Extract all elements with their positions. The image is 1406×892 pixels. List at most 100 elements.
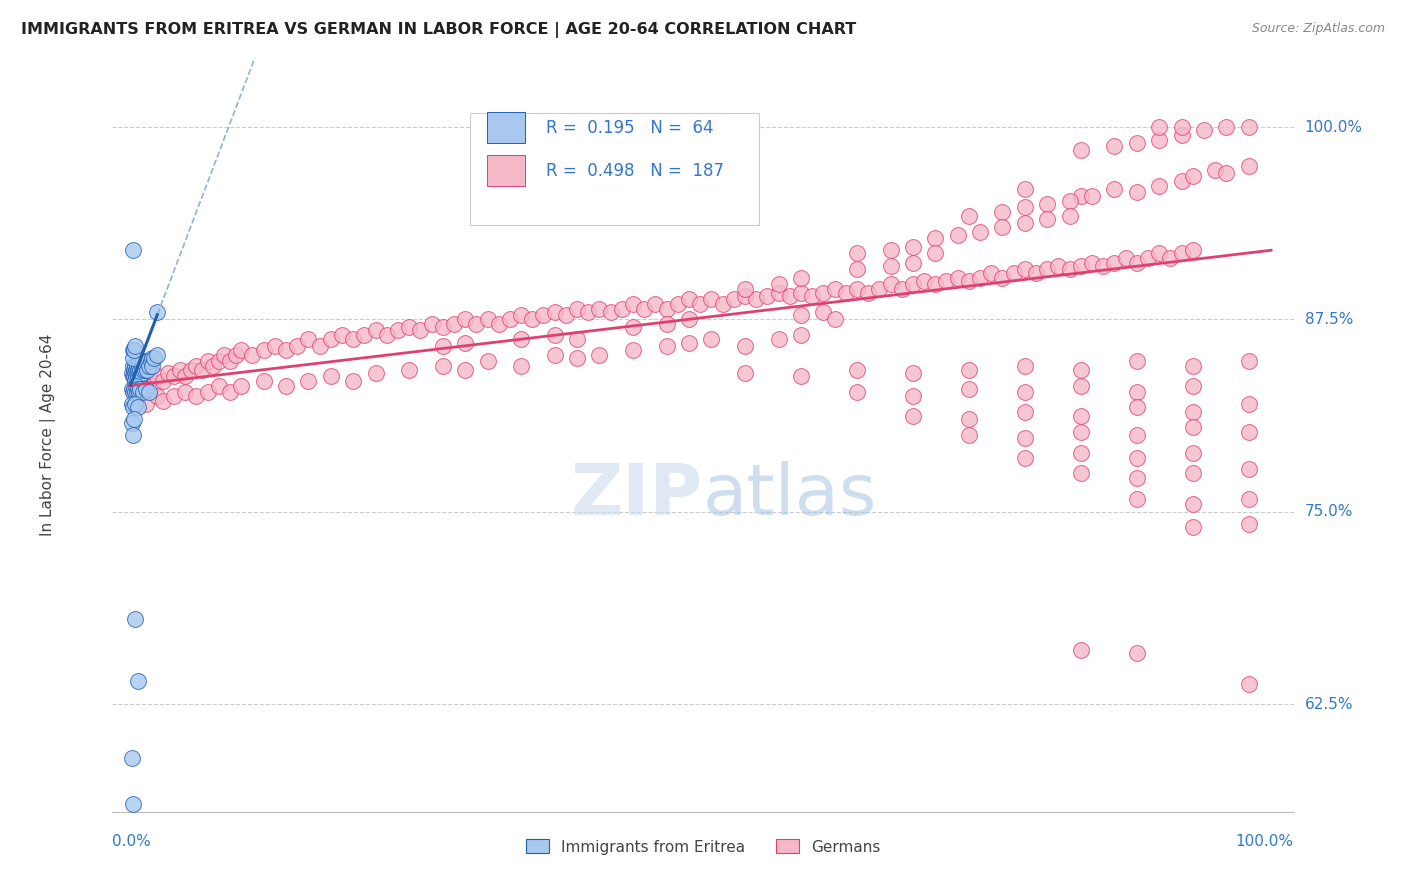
Point — [127, 400, 149, 414]
Point — [121, 384, 143, 399]
Point — [621, 297, 644, 311]
Point — [163, 369, 186, 384]
Point — [845, 363, 868, 377]
Point — [398, 363, 420, 377]
Point — [297, 333, 319, 347]
Point — [1104, 255, 1126, 269]
Point — [409, 323, 432, 337]
Text: 0.0%: 0.0% — [112, 834, 152, 849]
Point — [756, 289, 779, 303]
Point — [1059, 194, 1081, 208]
Point — [263, 338, 285, 352]
Point — [845, 261, 868, 276]
Point — [252, 374, 274, 388]
Point — [124, 374, 146, 388]
Point — [790, 286, 813, 301]
Point — [554, 308, 576, 322]
Point — [957, 274, 980, 288]
Point — [330, 327, 353, 342]
Text: 62.5%: 62.5% — [1305, 697, 1353, 712]
Point — [121, 351, 143, 365]
Point — [127, 673, 149, 688]
Point — [122, 343, 145, 358]
Point — [121, 397, 143, 411]
Point — [1181, 420, 1204, 434]
Point — [138, 384, 160, 399]
Point — [1170, 120, 1192, 135]
Text: R =  0.195   N =  64: R = 0.195 N = 64 — [546, 119, 713, 137]
Point — [124, 378, 146, 392]
Point — [1170, 128, 1192, 142]
Point — [135, 382, 157, 396]
Point — [121, 369, 143, 384]
Point — [1237, 492, 1260, 507]
Point — [1081, 189, 1104, 203]
Point — [901, 389, 924, 403]
Point — [477, 354, 499, 368]
Point — [122, 412, 145, 426]
Point — [734, 338, 756, 352]
Point — [135, 354, 157, 368]
Point — [1126, 646, 1149, 660]
Point — [969, 225, 991, 239]
Point — [180, 363, 202, 377]
Point — [544, 305, 567, 319]
Point — [128, 359, 150, 373]
Point — [912, 274, 935, 288]
Point — [655, 301, 678, 316]
Point — [1081, 255, 1104, 269]
Point — [454, 312, 477, 326]
Point — [1070, 363, 1092, 377]
Point — [219, 384, 242, 399]
Point — [1181, 359, 1204, 373]
Point — [1126, 354, 1149, 368]
Point — [1181, 520, 1204, 534]
Point — [946, 271, 969, 285]
Point — [790, 369, 813, 384]
Point — [138, 359, 160, 373]
Point — [991, 204, 1014, 219]
Point — [1126, 450, 1149, 465]
Point — [1181, 244, 1204, 258]
Point — [122, 369, 145, 384]
Point — [353, 327, 375, 342]
Point — [127, 382, 149, 396]
Point — [1036, 197, 1059, 211]
Point — [274, 378, 297, 392]
Point — [734, 367, 756, 381]
Point — [1237, 397, 1260, 411]
Point — [924, 231, 946, 245]
Point — [1181, 169, 1204, 184]
Point — [214, 348, 236, 362]
Point — [157, 367, 180, 381]
Point — [924, 277, 946, 291]
Point — [1014, 405, 1036, 419]
Point — [633, 301, 655, 316]
Point — [991, 271, 1014, 285]
Point — [845, 282, 868, 296]
FancyBboxPatch shape — [471, 113, 758, 226]
Point — [252, 343, 274, 358]
Point — [131, 354, 153, 368]
Bar — [486, 154, 524, 186]
Point — [432, 359, 454, 373]
Point — [700, 293, 723, 307]
Point — [768, 277, 790, 291]
Point — [131, 384, 153, 399]
Point — [136, 354, 159, 368]
Point — [991, 220, 1014, 235]
Point — [124, 612, 146, 626]
Point — [1070, 467, 1092, 481]
Point — [127, 384, 149, 399]
Point — [1170, 174, 1192, 188]
Point — [1192, 123, 1215, 137]
Point — [131, 367, 153, 381]
Point — [1014, 261, 1036, 276]
Point — [127, 367, 149, 381]
Point — [610, 301, 633, 316]
Point — [734, 289, 756, 303]
Point — [1014, 182, 1036, 196]
Point — [1014, 216, 1036, 230]
Point — [125, 378, 148, 392]
Point — [129, 369, 152, 384]
